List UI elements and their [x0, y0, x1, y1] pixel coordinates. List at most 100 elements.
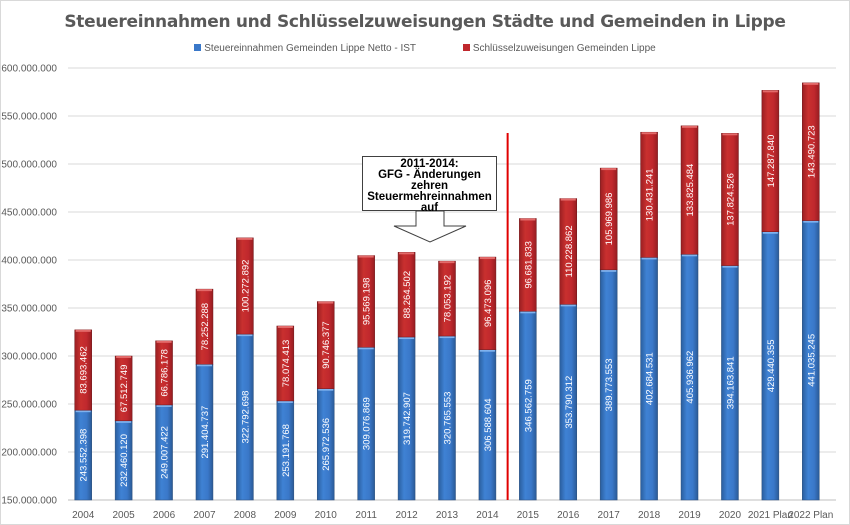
x-tick-label: 2005: [113, 510, 136, 521]
bar-highlight: [116, 356, 132, 359]
y-tick-label: 350.000.000: [1, 304, 57, 315]
data-label-steuereinnahmen: 319.742.907: [402, 392, 413, 445]
bar-highlight: [318, 388, 334, 391]
bar-highlight: [399, 337, 415, 340]
data-label-steuereinnahmen: 320.765.553: [443, 392, 454, 445]
bar-highlight: [601, 269, 617, 272]
bar-highlight: [641, 257, 657, 260]
data-label-steuereinnahmen: 441.035.245: [806, 334, 817, 387]
bar-highlight: [682, 125, 698, 128]
bar-highlight: [601, 168, 617, 171]
data-label-steuereinnahmen: 253.191.768: [281, 424, 292, 477]
data-label-schluesselzuweisungen: 137.824.526: [725, 173, 736, 226]
data-label-steuereinnahmen: 394.163.841: [725, 356, 736, 409]
bar-highlight: [479, 257, 495, 260]
bar-highlight: [479, 349, 495, 352]
data-label-schluesselzuweisungen: 78.252.288: [200, 303, 211, 351]
data-label-steuereinnahmen: 429.440.355: [766, 339, 777, 392]
chart-legend: Steuereinnahmen Gemeinden Lippe Netto - …: [0, 43, 850, 54]
x-tick-label: 2014: [476, 510, 499, 521]
bar-highlight: [682, 254, 698, 257]
legend-item-steuereinnahmen: Steuereinnahmen Gemeinden Lippe Netto - …: [194, 43, 416, 54]
x-tick-label: 2008: [234, 510, 257, 521]
data-label-schluesselzuweisungen: 95.569.198: [362, 278, 373, 326]
x-tick-label: 2016: [557, 510, 580, 521]
data-label-schluesselzuweisungen: 66.786.178: [160, 349, 171, 397]
x-tick-label: 2009: [274, 510, 297, 521]
data-label-schluesselzuweisungen: 90.746.377: [321, 321, 332, 369]
y-tick-label: 500.000.000: [1, 160, 57, 171]
data-label-steuereinnahmen: 402.684.531: [645, 352, 656, 405]
x-tick-label: 2020: [719, 510, 742, 521]
data-label-steuereinnahmen: 353.790.312: [564, 376, 575, 429]
bar-highlight: [75, 329, 91, 332]
legend-swatch-blue: [194, 44, 202, 51]
bar-highlight: [560, 198, 576, 201]
bar-highlight: [277, 400, 293, 403]
data-label-steuereinnahmen: 322.792.698: [240, 391, 251, 444]
x-tick-label: 2021 Plan: [748, 510, 793, 521]
data-label-schluesselzuweisungen: 110.228.862: [564, 225, 575, 277]
bar-highlight: [762, 231, 778, 234]
bar-highlight: [641, 132, 657, 135]
y-tick-label: 250.000.000: [1, 400, 57, 411]
data-label-steuereinnahmen: 232.460.120: [119, 434, 130, 487]
legend-swatch-red: [462, 44, 470, 51]
bar-highlight: [722, 265, 738, 268]
data-label-schluesselzuweisungen: 83.693.462: [79, 346, 90, 394]
data-label-schluesselzuweisungen: 67.512.749: [119, 365, 130, 413]
bar-highlight: [156, 404, 172, 407]
data-label-schluesselzuweisungen: 100.272.892: [240, 260, 251, 313]
data-label-steuereinnahmen: 405.936.962: [685, 351, 696, 404]
x-tick-label: 2004: [72, 510, 95, 521]
legend-label: Schlüsselzuweisungen Gemeinden Lippe: [472, 43, 656, 54]
data-label-schluesselzuweisungen: 130.431.241: [645, 168, 656, 221]
bar-highlight: [116, 420, 132, 423]
y-tick-label: 600.000.000: [1, 64, 57, 75]
bar-highlight: [318, 301, 334, 304]
data-label-schluesselzuweisungen: 78.053.192: [443, 275, 454, 323]
data-label-schluesselzuweisungen: 147.287.840: [766, 135, 777, 188]
data-label-schluesselzuweisungen: 96.473.096: [483, 280, 494, 328]
data-label-schluesselzuweisungen: 143.490.723: [806, 125, 817, 178]
annotation-line: zehren: [410, 180, 449, 192]
annotation-line: Steuermehreinnahmen: [367, 191, 492, 203]
data-label-steuereinnahmen: 249.007.422: [160, 426, 171, 479]
x-tick-label: 2006: [153, 510, 176, 521]
data-label-steuereinnahmen: 346.562.759: [523, 379, 534, 432]
x-tick-label: 2015: [517, 510, 540, 521]
bar-highlight: [762, 90, 778, 93]
data-label-steuereinnahmen: 309.076.869: [362, 397, 373, 450]
annotation-arrow-icon: [393, 210, 467, 243]
x-tick-label: 2022 Plan: [788, 510, 833, 521]
x-tick-label: 2012: [395, 510, 418, 521]
data-label-schluesselzuweisungen: 96.681.833: [523, 241, 534, 289]
x-tick-label: 2018: [638, 510, 661, 521]
bar-highlight: [196, 364, 212, 367]
bar-highlight: [399, 252, 415, 255]
y-tick-label: 400.000.000: [1, 256, 57, 267]
x-tick-label: 2011: [355, 510, 377, 521]
data-label-steuereinnahmen: 389.773.553: [604, 358, 615, 411]
bar-highlight: [156, 340, 172, 343]
annotation-line: 2011-2014:: [400, 158, 459, 170]
x-tick-label: 2010: [315, 510, 338, 521]
annotation-callout: 2011-2014: GFG - Änderungen zehren Steue…: [362, 156, 497, 214]
data-label-schluesselzuweisungen: 78.074.413: [281, 340, 292, 388]
bar-highlight: [358, 255, 374, 258]
data-label-steuereinnahmen: 243.552.398: [79, 429, 90, 482]
bar-highlight: [237, 334, 253, 337]
y-tick-label: 150.000.000: [1, 496, 57, 507]
bar-highlight: [196, 289, 212, 292]
bar-highlight: [75, 410, 91, 413]
bar-highlight: [722, 133, 738, 136]
data-label-steuereinnahmen: 306.588.604: [483, 398, 494, 451]
bar-highlight: [237, 237, 253, 240]
chart-title: Steuereinnahmen und Schlüsselzuweisungen…: [64, 12, 786, 32]
legend-label: Steuereinnahmen Gemeinden Lippe Netto - …: [204, 43, 417, 54]
bar-highlight: [277, 325, 293, 328]
x-tick-label: 2013: [436, 510, 459, 521]
legend-item-schluesselzuweisungen: Schlüsselzuweisungen Gemeinden Lippe: [462, 43, 656, 54]
